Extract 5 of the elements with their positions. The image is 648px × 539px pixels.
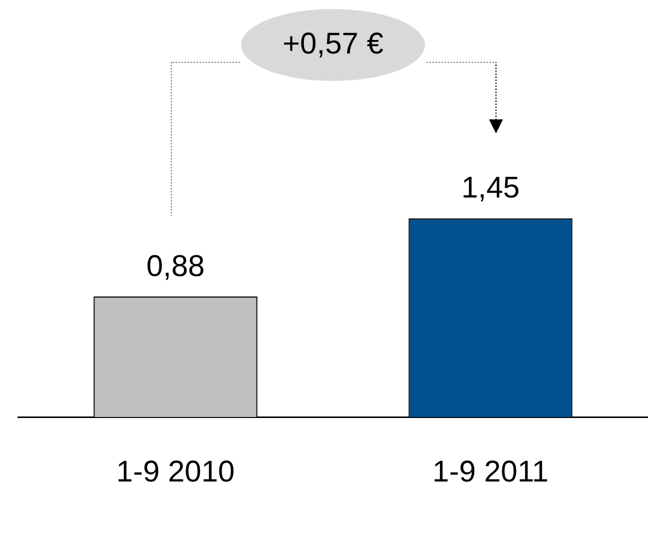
data-label: 0,88 (146, 250, 205, 283)
text: +0,57 € (282, 27, 384, 60)
data-label: 1,45 (461, 172, 520, 205)
x-tick-label: 1-9 2010 (116, 455, 235, 488)
x-tick-label: 1-9 2011 (432, 455, 549, 488)
